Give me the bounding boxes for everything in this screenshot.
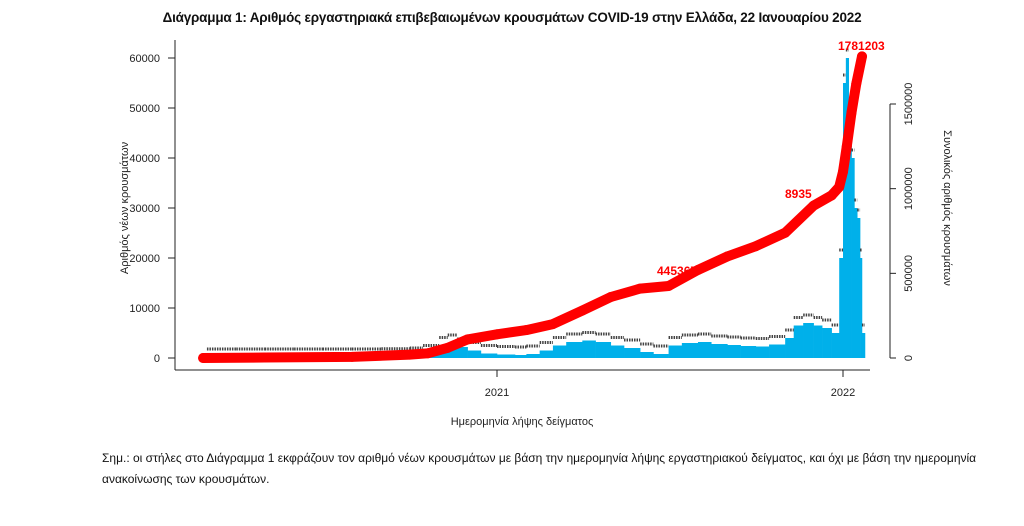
x-tick-label: 2021 <box>485 387 509 399</box>
bar <box>681 343 699 358</box>
bar <box>467 350 482 358</box>
bar <box>711 344 728 358</box>
bar <box>860 258 863 358</box>
y2-axis <box>889 103 896 359</box>
y-axis-ticks <box>168 57 175 359</box>
bar <box>480 353 498 358</box>
cumulative-point <box>635 283 646 294</box>
bar <box>526 354 540 358</box>
bar <box>769 344 786 358</box>
bar <box>653 354 669 358</box>
x-tick-label: 2022 <box>831 387 855 399</box>
bar <box>851 158 855 358</box>
chart: 445367 8935 0 10000 20000 30000 40000 50… <box>119 39 953 428</box>
cumulative-line <box>198 51 867 363</box>
cumulative-point <box>346 351 357 362</box>
y-tick-label: 60000 <box>129 53 160 65</box>
annotation-label: 1781203 <box>838 39 885 53</box>
y2-tick-label: 0 <box>903 355 915 361</box>
cumulative-point <box>846 107 857 118</box>
cumulative-point <box>422 348 433 359</box>
cumulative-point <box>808 200 819 211</box>
bar <box>497 354 516 358</box>
y-tick-label: 30000 <box>129 203 160 215</box>
cumulative-point <box>834 181 845 192</box>
bar <box>595 342 612 358</box>
cumulative-point <box>462 334 473 345</box>
y-axis-title: Αριθμός νέων κρουσμάτων <box>119 141 131 274</box>
cumulative-point <box>750 241 761 252</box>
bar <box>848 133 852 358</box>
bar <box>457 347 468 358</box>
bar <box>845 58 849 358</box>
bar <box>566 342 583 358</box>
bar <box>515 355 527 358</box>
cumulative-point <box>841 141 852 152</box>
bar <box>861 333 866 358</box>
bar-series <box>206 58 866 358</box>
bar <box>857 218 861 358</box>
cumulative-point <box>780 227 791 238</box>
y2-tick-label: 1000000 <box>903 167 915 210</box>
cumulative-point <box>826 190 837 201</box>
cumulative-point <box>722 251 733 262</box>
daily-value-labels <box>206 48 865 351</box>
y-tick-label: 0 <box>154 353 160 365</box>
bar <box>539 350 554 358</box>
chart-note: Σημ.: οι στήλες στο Διάγραμμα 1 εκφράζου… <box>102 451 977 486</box>
bar <box>668 345 683 358</box>
cumulative-point <box>663 281 674 292</box>
bar <box>854 208 858 358</box>
cumulative-point <box>521 325 532 336</box>
bar <box>727 345 741 358</box>
bar <box>839 258 844 358</box>
bar <box>793 325 804 358</box>
bar <box>803 323 814 358</box>
cumulative-point <box>547 319 558 330</box>
cumulative-point <box>442 342 453 353</box>
bar <box>697 342 712 358</box>
bar <box>624 348 641 358</box>
cumulative-point <box>404 349 415 360</box>
cumulative-point <box>605 292 616 303</box>
cumulative-point <box>492 329 502 340</box>
annotations: 445367 8935 <box>657 187 812 278</box>
cumulative-point <box>856 51 867 62</box>
y-tick-label: 50000 <box>129 103 160 115</box>
bar <box>755 346 770 358</box>
bar <box>582 340 596 358</box>
bar <box>843 83 847 358</box>
y-tick-label: 10000 <box>129 303 160 315</box>
y-tick-label: 40000 <box>129 153 160 165</box>
cumulative-point <box>198 353 209 363</box>
y-tick-label: 20000 <box>129 253 160 265</box>
y2-tick-label: 500000 <box>903 255 915 292</box>
x-axis-ticks <box>496 370 844 377</box>
cumulative-series <box>198 51 867 363</box>
bar <box>640 352 654 358</box>
cumulative-point <box>259 352 270 363</box>
bar <box>740 346 757 358</box>
cumulative-point <box>577 305 588 316</box>
bar <box>813 325 823 358</box>
bar <box>785 338 795 358</box>
bar <box>822 328 832 358</box>
x-axis-title: Ημερομηνία λήψης δείγματος <box>451 416 594 428</box>
y2-tick-label: 1500000 <box>903 83 915 126</box>
bar <box>610 345 625 358</box>
chart-title: Διάγραμμα 1: Αριθμός εργαστηριακά επιβεβ… <box>162 10 862 25</box>
cumulative-point <box>838 166 848 177</box>
bar <box>552 345 567 358</box>
cumulative-point <box>692 264 703 275</box>
y2-axis-title: Συνολικός αριθμός κρουσμάτων <box>941 130 953 286</box>
bar <box>831 333 840 358</box>
cumulative-point <box>851 78 862 89</box>
annotation-label: 8935 <box>785 187 812 201</box>
